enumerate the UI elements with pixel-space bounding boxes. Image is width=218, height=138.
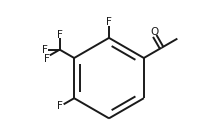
Text: O: O bbox=[151, 27, 159, 37]
Text: F: F bbox=[42, 45, 48, 55]
Text: F: F bbox=[44, 54, 50, 64]
Text: F: F bbox=[57, 101, 63, 111]
Text: F: F bbox=[106, 17, 112, 27]
Text: F: F bbox=[57, 30, 63, 40]
